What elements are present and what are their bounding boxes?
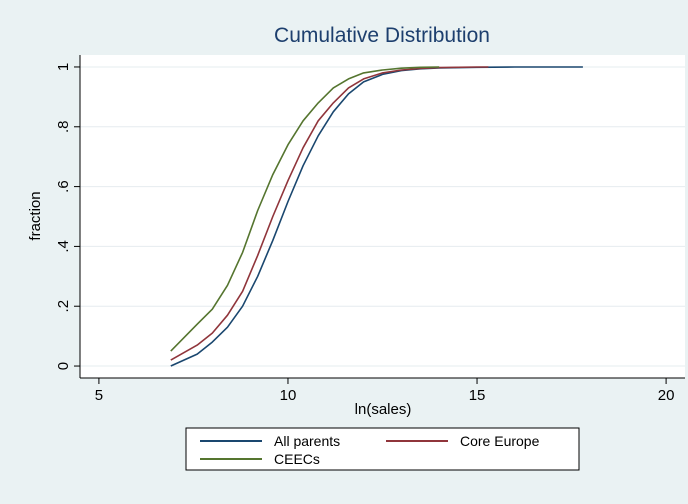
grid-lines xyxy=(80,66,685,367)
legend: All parents Core Europe CEECs xyxy=(185,427,580,471)
axes: 0.2.4.6.815 10 15 20 xyxy=(55,55,685,404)
x-tick-label: 10 xyxy=(280,387,297,404)
x-tick-label: 15 xyxy=(469,387,486,404)
x-axis-label: ln(sales) xyxy=(355,401,412,418)
y-tick-label: 1 xyxy=(55,63,72,71)
series-line-core-europe xyxy=(170,66,489,361)
y-tick-label: .8 xyxy=(55,121,72,134)
x-tick-label: 20 xyxy=(658,387,675,404)
chart-title: Cumulative Distribution xyxy=(274,24,490,47)
y-tick-label: 0 xyxy=(55,362,72,370)
series-lines xyxy=(170,66,583,367)
y-axis-label: fraction xyxy=(27,191,44,240)
series-line-ceecs xyxy=(170,66,440,352)
legend-label-ceecs: CEECs xyxy=(274,451,320,467)
x-tick-label: 5 xyxy=(95,387,103,404)
y-tick-label: .4 xyxy=(55,240,72,253)
legend-label-core-europe: Core Europe xyxy=(460,433,540,449)
y-tick-label: .6 xyxy=(55,180,72,193)
legend-box xyxy=(185,427,580,471)
y-tick-label: .2 xyxy=(55,300,72,313)
legend-label-all-parents: All parents xyxy=(274,433,340,449)
legend-entries: All parents Core Europe CEECs xyxy=(200,433,540,467)
plot-region xyxy=(80,55,685,378)
